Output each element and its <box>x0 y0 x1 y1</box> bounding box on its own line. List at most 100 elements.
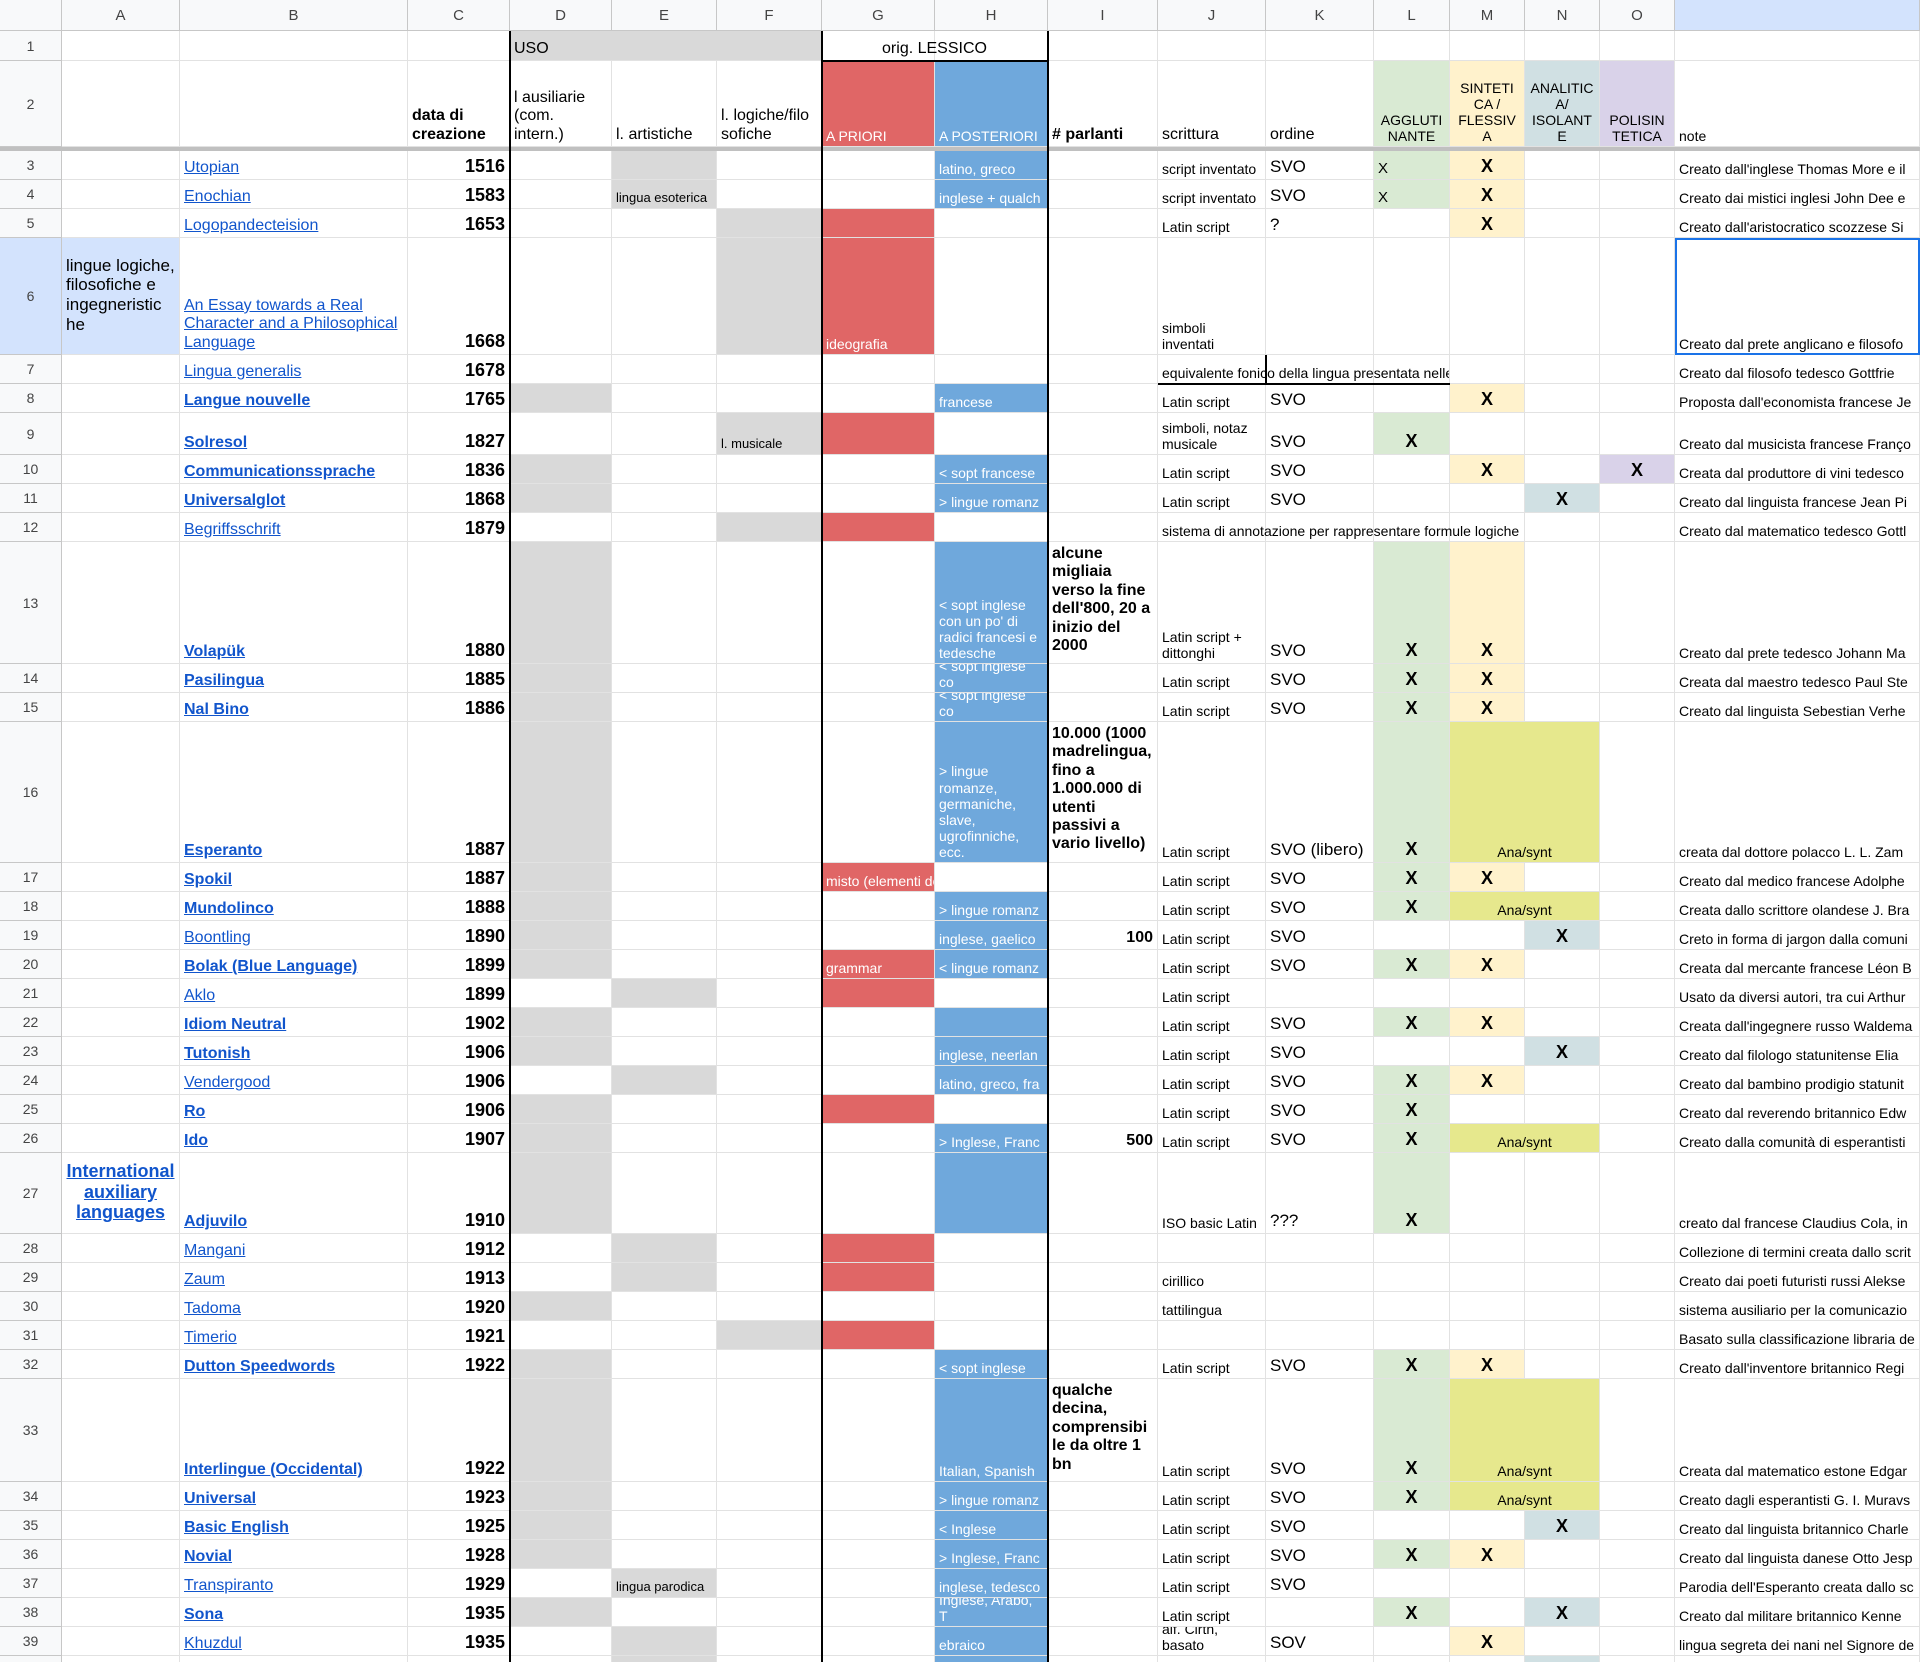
row-header-30[interactable]: 30 <box>0 1292 62 1321</box>
language-link[interactable]: Dutton Speedwords <box>180 1350 408 1379</box>
column-header-f[interactable]: F <box>717 0 822 31</box>
row-header-5[interactable]: 5 <box>0 209 62 238</box>
column-header-g[interactable]: G <box>822 0 935 31</box>
language-link[interactable]: Aklo <box>180 979 408 1008</box>
column-header-p[interactable] <box>1675 0 1920 31</box>
language-link[interactable]: Mundolinco <box>180 892 408 921</box>
language-link[interactable]: Ido <box>180 1124 408 1153</box>
language-link[interactable]: Mangani <box>180 1234 408 1263</box>
row-header-9[interactable]: 9 <box>0 413 62 455</box>
language-link[interactable]: Tadoma <box>180 1292 408 1321</box>
language-link[interactable]: Pasilingua <box>180 664 408 693</box>
column-header-j[interactable]: J <box>1158 0 1266 31</box>
row-header-15[interactable]: 15 <box>0 693 62 722</box>
select-all-corner[interactable] <box>0 0 62 31</box>
row-header-3[interactable]: 3 <box>0 151 62 180</box>
row-header-10[interactable]: 10 <box>0 455 62 484</box>
language-link[interactable]: Novial <box>180 1540 408 1569</box>
row-header-23[interactable]: 23 <box>0 1037 62 1066</box>
language-link[interactable]: Khuzdul <box>180 1627 408 1656</box>
row-header-39[interactable]: 39 <box>0 1627 62 1656</box>
language-link[interactable]: Langue nouvelle <box>180 384 408 413</box>
language-link[interactable]: Bolak (Blue Language) <box>180 950 408 979</box>
language-link[interactable]: Spokil <box>180 863 408 892</box>
row-header-1[interactable]: 1 <box>0 31 62 61</box>
row-header-21[interactable]: 21 <box>0 979 62 1008</box>
column-header-l[interactable]: L <box>1374 0 1450 31</box>
language-link[interactable]: Volapük <box>180 542 408 664</box>
row-header-34[interactable]: 34 <box>0 1482 62 1511</box>
language-link[interactable]: Boontling <box>180 921 408 950</box>
row-header-19[interactable]: 19 <box>0 921 62 950</box>
row-header-7[interactable]: 7 <box>0 355 62 384</box>
row-header-20[interactable]: 20 <box>0 950 62 979</box>
language-link[interactable]: Lingua generalis <box>180 355 408 384</box>
row-header-31[interactable]: 31 <box>0 1321 62 1350</box>
column-header-h[interactable]: H <box>935 0 1048 31</box>
row-header-8[interactable]: 8 <box>0 384 62 413</box>
language-link[interactable]: Medefaidrin <box>180 1656 408 1662</box>
row-header-16[interactable]: 16 <box>0 722 62 863</box>
row-header-35[interactable]: 35 <box>0 1511 62 1540</box>
column-header-i[interactable]: I <box>1048 0 1158 31</box>
column-header-o[interactable]: O <box>1600 0 1675 31</box>
language-link[interactable]: Basic English <box>180 1511 408 1540</box>
row-header-4[interactable]: 4 <box>0 180 62 209</box>
language-link[interactable]: Vendergood <box>180 1066 408 1095</box>
column-header-k[interactable]: K <box>1266 0 1374 31</box>
language-link[interactable]: Timerio <box>180 1321 408 1350</box>
language-link[interactable]: An Essay towards a Real Character and a … <box>180 238 408 355</box>
row-header-37[interactable]: 37 <box>0 1569 62 1598</box>
row-header-22[interactable]: 22 <box>0 1008 62 1037</box>
language-link[interactable]: Ro <box>180 1095 408 1124</box>
language-link[interactable]: Zaum <box>180 1263 408 1292</box>
language-link[interactable]: Logopandecteision <box>180 209 408 238</box>
row-header-18[interactable]: 18 <box>0 892 62 921</box>
row-header-25[interactable]: 25 <box>0 1095 62 1124</box>
row-header-11[interactable]: 11 <box>0 484 62 513</box>
row-header-14[interactable]: 14 <box>0 664 62 693</box>
row-header-13[interactable]: 13 <box>0 542 62 664</box>
language-link[interactable]: Esperanto <box>180 722 408 863</box>
language-link[interactable]: Interlingue (Occidental) <box>180 1379 408 1482</box>
column-header-b[interactable]: B <box>180 0 408 31</box>
language-link[interactable]: Enochian <box>180 180 408 209</box>
row-header-2[interactable]: 2 <box>0 61 62 147</box>
row-header-29[interactable]: 29 <box>0 1263 62 1292</box>
uso-artistiche-fill: lingua rituale <box>612 1656 717 1662</box>
column-header-n[interactable]: N <box>1525 0 1600 31</box>
active-cell[interactable] <box>1675 238 1920 355</box>
language-link[interactable]: Universalglot <box>180 484 408 513</box>
language-link[interactable]: Idiom Neutral <box>180 1008 408 1037</box>
frozen-rows-divider[interactable] <box>0 147 1920 151</box>
row-header-40[interactable]: 40 <box>0 1656 62 1662</box>
row-header-27[interactable]: 27 <box>0 1153 62 1234</box>
language-link[interactable]: Tutonish <box>180 1037 408 1066</box>
language-link[interactable]: Utopian <box>180 151 408 180</box>
row-header-38[interactable]: 38 <box>0 1598 62 1627</box>
column-header-a[interactable]: A <box>62 0 180 31</box>
language-link[interactable]: Nal Bino <box>180 693 408 722</box>
column-header-d[interactable]: D <box>510 0 612 31</box>
language-link[interactable]: Sona <box>180 1598 408 1627</box>
language-link[interactable]: Communicationssprache <box>180 455 408 484</box>
column-header-c[interactable]: C <box>408 0 510 31</box>
column-header-m[interactable]: M <box>1450 0 1525 31</box>
row-header-32[interactable]: 32 <box>0 1350 62 1379</box>
row-header-36[interactable]: 36 <box>0 1540 62 1569</box>
row-header-28[interactable]: 28 <box>0 1234 62 1263</box>
category-label-auxiliary[interactable]: International auxiliary languages <box>62 1153 180 1234</box>
language-link[interactable]: Begriffsschrift <box>180 513 408 542</box>
language-link[interactable]: Solresol <box>180 413 408 455</box>
column-header-e[interactable]: E <box>612 0 717 31</box>
row-header-6[interactable]: 6 <box>0 238 62 355</box>
row-header-12[interactable]: 12 <box>0 513 62 542</box>
language-link[interactable]: Transpiranto <box>180 1569 408 1598</box>
language-link[interactable]: Adjuvilo <box>180 1153 408 1234</box>
row-header-33[interactable]: 33 <box>0 1379 62 1482</box>
language-link[interactable]: Universal <box>180 1482 408 1511</box>
row-header-24[interactable]: 24 <box>0 1066 62 1095</box>
row-header-17[interactable]: 17 <box>0 863 62 892</box>
row-header-26[interactable]: 26 <box>0 1124 62 1153</box>
